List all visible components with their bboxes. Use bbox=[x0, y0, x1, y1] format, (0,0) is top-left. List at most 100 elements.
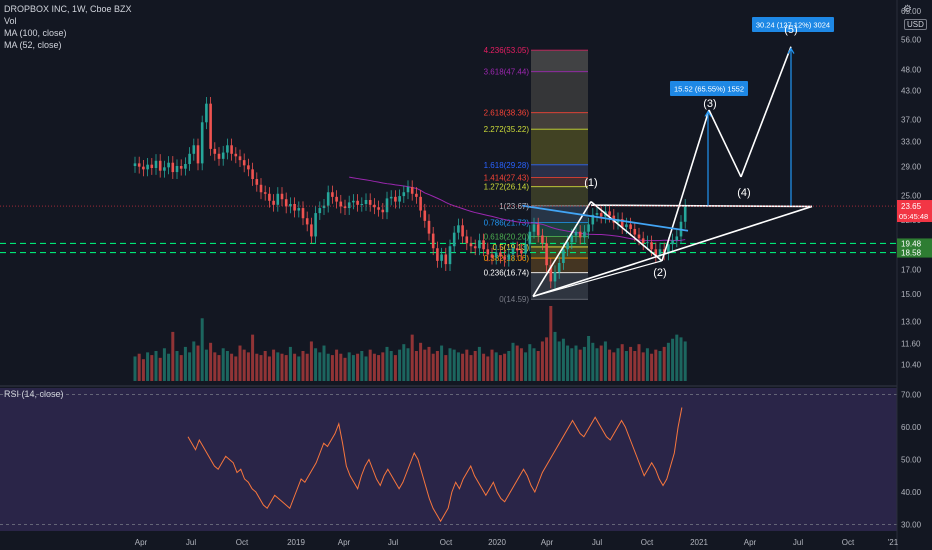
volume-bar bbox=[356, 353, 360, 381]
volume-bar bbox=[137, 353, 141, 381]
y-tick-label: 56.00 bbox=[901, 36, 922, 45]
volume-bar bbox=[225, 351, 229, 381]
y-tick-label: 29.00 bbox=[901, 163, 922, 172]
volume-bar bbox=[423, 349, 427, 381]
candle-body bbox=[188, 153, 191, 165]
volume-bar bbox=[230, 353, 234, 381]
volume-bar bbox=[553, 331, 557, 381]
candle-body bbox=[574, 231, 578, 236]
fib-band bbox=[531, 177, 588, 187]
candle-body bbox=[578, 231, 582, 238]
volume-bar bbox=[347, 352, 351, 381]
volume-bar bbox=[456, 352, 460, 381]
volume-bar bbox=[188, 352, 192, 381]
volume-bar bbox=[150, 355, 154, 381]
x-tick-label: Jul bbox=[592, 538, 602, 547]
symbol-title[interactable]: DROPBOX INC, 1W, Cboe BZX bbox=[4, 4, 132, 14]
volume-bar bbox=[263, 351, 267, 381]
candle-body bbox=[280, 193, 284, 200]
fib-level-label: 0.5(19.13) bbox=[493, 243, 530, 252]
candle-body bbox=[137, 163, 141, 167]
volume-bar bbox=[561, 338, 565, 381]
rsi-tick-label: 50.00 bbox=[901, 456, 922, 465]
volume-bar bbox=[238, 345, 242, 381]
volume-bar bbox=[175, 351, 179, 381]
candle-body bbox=[343, 206, 347, 209]
candle-body bbox=[620, 219, 624, 228]
candle-body bbox=[364, 199, 368, 204]
y-tick-label: 48.00 bbox=[901, 65, 922, 74]
volume-bar bbox=[608, 349, 612, 381]
x-tick-label: Apr bbox=[744, 538, 757, 547]
candle-body bbox=[217, 153, 221, 159]
volume-bar bbox=[666, 342, 670, 381]
legend-ma52[interactable]: MA (52, close) bbox=[4, 40, 62, 50]
volume-bar bbox=[297, 356, 301, 381]
candle-body bbox=[431, 233, 435, 249]
x-tick-label: Jul bbox=[388, 538, 398, 547]
price-badge-bg bbox=[897, 200, 932, 223]
volume-bar bbox=[679, 337, 683, 381]
fib-level-label: 2.618(38.36) bbox=[484, 109, 530, 118]
volume-bar bbox=[141, 359, 145, 381]
volume-bar bbox=[566, 345, 570, 381]
y-tick-label: 33.00 bbox=[901, 138, 922, 147]
candle-body bbox=[276, 193, 280, 205]
volume-bar bbox=[276, 352, 280, 381]
support-badge-label: 18.58 bbox=[901, 249, 922, 258]
volume-bar bbox=[246, 352, 250, 381]
candle-body bbox=[394, 196, 397, 202]
chart-legend: DROPBOX INC, 1W, Cboe BZX Vol MA (100, c… bbox=[4, 3, 132, 51]
price-badge-value: 23.65 bbox=[901, 202, 922, 211]
candle-body bbox=[637, 234, 641, 239]
volume-bar bbox=[192, 341, 196, 381]
x-tick-label: '21 bbox=[888, 538, 899, 547]
candle-body bbox=[675, 236, 679, 241]
volume-bar bbox=[272, 349, 276, 381]
volume-bar bbox=[591, 342, 595, 381]
legend-ma100[interactable]: MA (100, close) bbox=[4, 28, 67, 38]
volume-bar bbox=[549, 306, 553, 381]
gear-icon[interactable]: ⚙ bbox=[903, 4, 912, 15]
volume-bar bbox=[364, 356, 368, 381]
target-arrowhead bbox=[787, 47, 795, 54]
x-tick-label: Oct bbox=[641, 538, 654, 547]
candle-body bbox=[335, 196, 338, 202]
volume-bar bbox=[503, 353, 507, 381]
volume-bar bbox=[196, 345, 200, 381]
fib-level-label: 0.618(20.20) bbox=[484, 232, 530, 241]
rsi-legend[interactable]: RSI (14, close) bbox=[4, 389, 64, 399]
candle-body bbox=[452, 232, 456, 247]
x-tick-label: Oct bbox=[236, 538, 249, 547]
volume-bar bbox=[507, 351, 511, 381]
candle-body bbox=[230, 145, 233, 154]
volume-bar bbox=[146, 352, 150, 381]
x-tick-label: Jul bbox=[793, 538, 803, 547]
fib-level-label: 0.382(18.06) bbox=[484, 254, 530, 263]
volume-bar bbox=[461, 353, 465, 381]
candle-body bbox=[339, 201, 343, 207]
legend-volume[interactable]: Vol bbox=[4, 16, 17, 26]
candle-body bbox=[427, 220, 431, 234]
candle-body bbox=[608, 211, 611, 216]
candle-body bbox=[238, 156, 242, 161]
volume-bar bbox=[675, 334, 679, 381]
candle-body bbox=[625, 224, 628, 228]
candle-body bbox=[562, 249, 565, 264]
candle-body bbox=[251, 169, 254, 180]
candle-body bbox=[150, 164, 154, 169]
candle-body bbox=[146, 164, 149, 170]
support-badge-bg bbox=[897, 247, 932, 258]
volume-bar bbox=[473, 351, 477, 381]
x-tick-label: Apr bbox=[135, 538, 148, 547]
y-tick-label: 11.60 bbox=[901, 339, 921, 348]
volume-bar bbox=[435, 351, 439, 381]
candle-body bbox=[377, 207, 380, 210]
candle-body bbox=[511, 248, 515, 255]
candle-body bbox=[633, 228, 637, 235]
target-box-label: 30.24 (127.12%) 3024 bbox=[756, 21, 830, 30]
x-tick-label: Oct bbox=[842, 538, 855, 547]
currency-label[interactable]: USD bbox=[904, 19, 927, 30]
